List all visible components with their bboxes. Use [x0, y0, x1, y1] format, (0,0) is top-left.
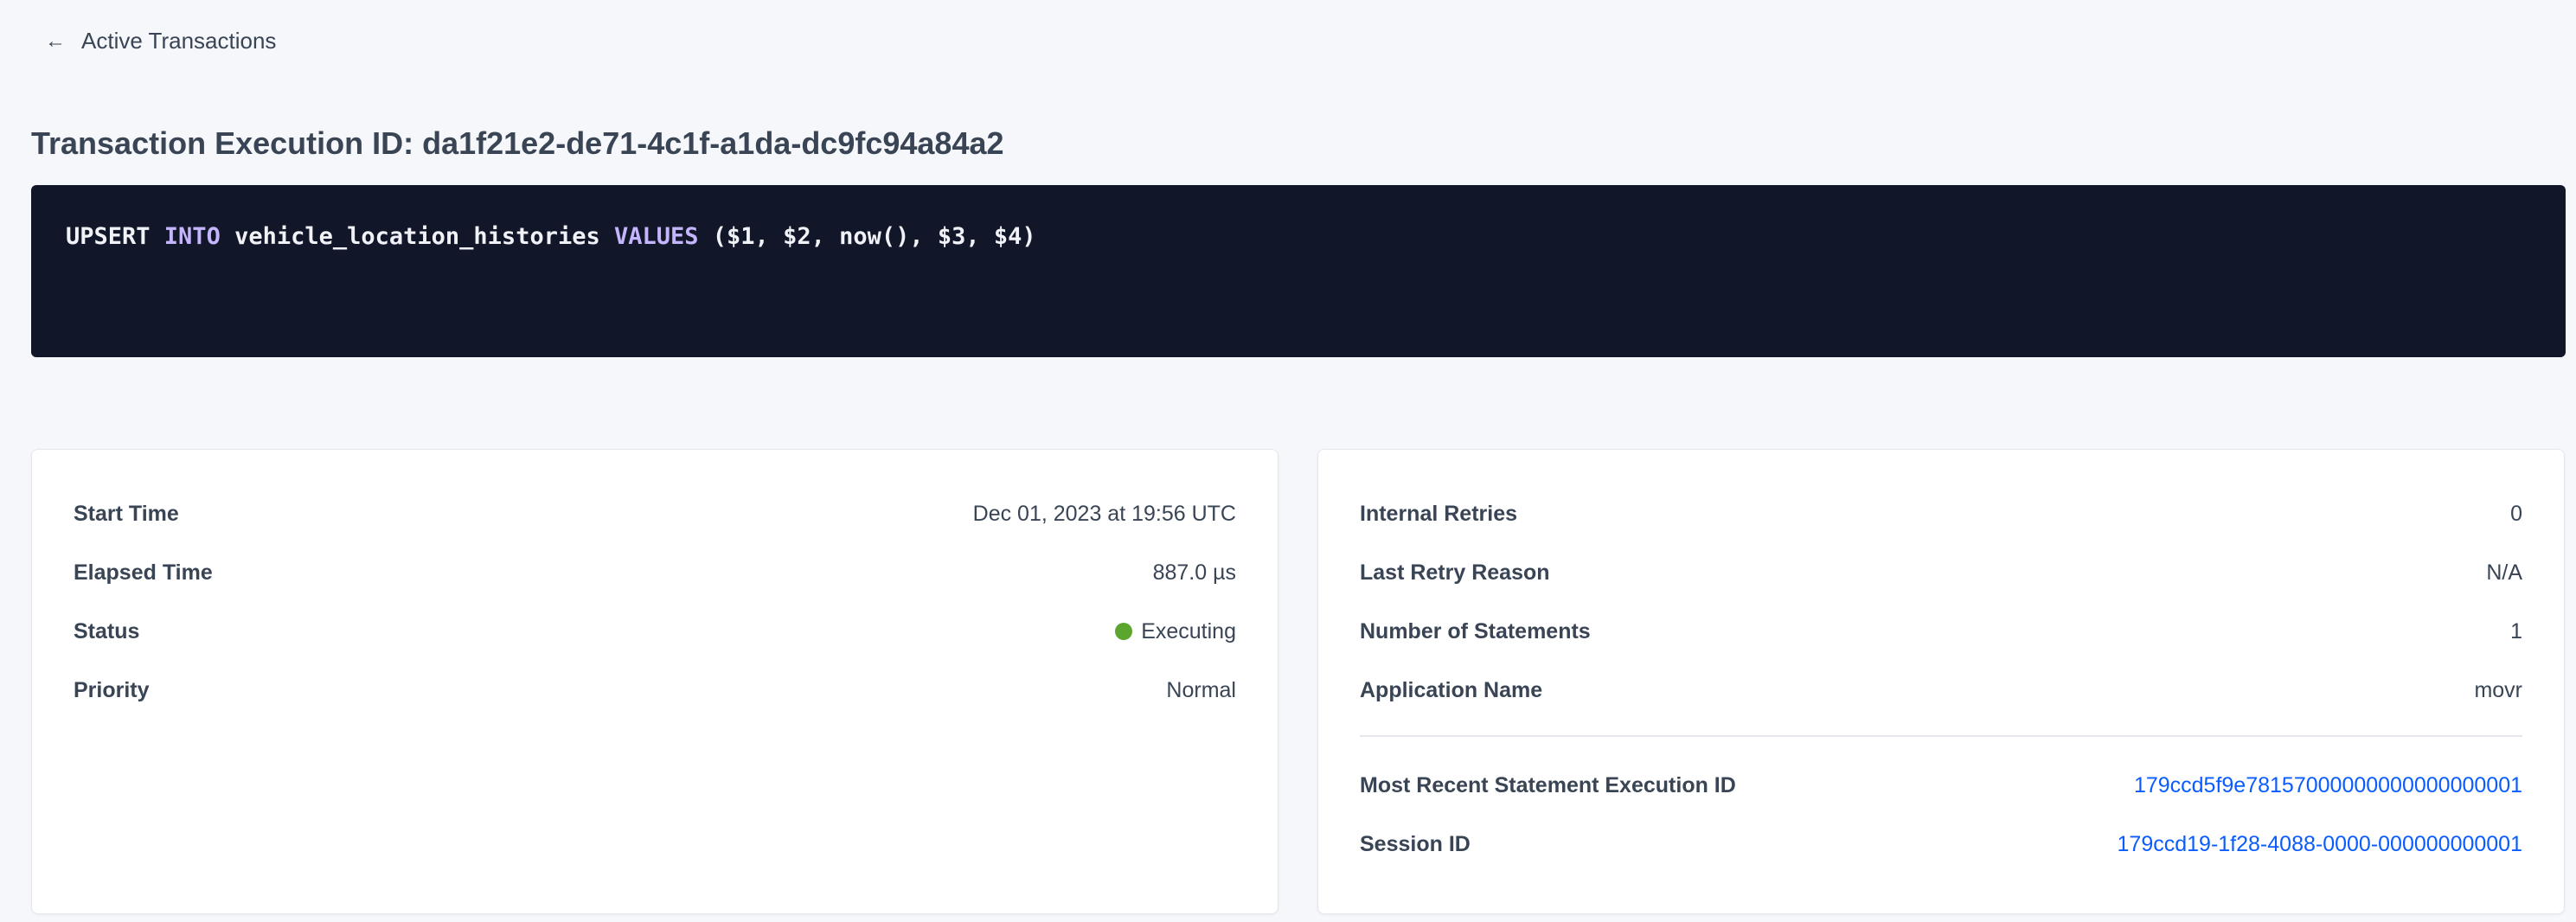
detail-label: Session ID [1360, 831, 1471, 856]
sql-keyword: INTO [163, 223, 221, 250]
detail-row-elapsed-time: Elapsed Time 887.0 µs [74, 543, 1236, 602]
sql-statement-block: UPSERT INTO vehicle_location_histories V… [31, 185, 2566, 357]
detail-value: Normal [1166, 677, 1236, 702]
detail-label: Priority [74, 677, 150, 702]
detail-label: Status [74, 618, 140, 643]
detail-value: Dec 01, 2023 at 19:56 UTC [972, 501, 1236, 526]
detail-row-internal-retries: Internal Retries 0 [1360, 484, 2522, 543]
sql-token: vehicle_location_histories [220, 223, 614, 250]
divider [1360, 735, 2522, 737]
detail-row-last-retry-reason: Last Retry Reason N/A [1360, 543, 2522, 602]
back-link-label: Active Transactions [81, 28, 277, 54]
detail-label: Number of Statements [1360, 618, 1591, 643]
status-dot-icon [1115, 623, 1133, 640]
detail-row-priority: Priority Normal [74, 661, 1236, 720]
detail-row-application-name: Application Name movr [1360, 661, 2522, 720]
sql-token: UPSERT [66, 223, 164, 250]
sql-keyword: VALUES [613, 223, 699, 250]
transaction-details-card: Start Time Dec 01, 2023 at 19:56 UTC Ela… [31, 449, 1278, 914]
detail-row-statement-execution-id: Most Recent Statement Execution ID 179cc… [1360, 756, 2522, 815]
detail-row-number-of-statements: Number of Statements 1 [1360, 602, 2522, 661]
detail-value: 0 [2510, 501, 2522, 526]
detail-label: Application Name [1360, 677, 1543, 702]
detail-label: Internal Retries [1360, 501, 1518, 526]
status-badge: Executing [1115, 619, 1236, 644]
detail-value: N/A [2486, 560, 2522, 585]
arrow-left-icon: ← [45, 29, 66, 53]
transaction-stats-card: Internal Retries 0 Last Retry Reason N/A… [1317, 449, 2565, 914]
detail-label: Start Time [74, 501, 179, 526]
detail-label: Last Retry Reason [1360, 560, 1550, 585]
back-to-active-transactions-link[interactable]: ← Active Transactions [45, 28, 276, 54]
detail-value: 1 [2510, 618, 2522, 643]
statement-execution-id-link[interactable]: 179ccd5f9e78157000000000000000001 [2133, 772, 2522, 797]
session-id-link[interactable]: 179ccd19-1f28-4088-0000-000000000001 [2117, 831, 2522, 856]
status-text: Executing [1141, 618, 1236, 643]
page-title: Transaction Execution ID: da1f21e2-de71-… [31, 125, 1004, 161]
detail-value: 887.0 µs [1152, 560, 1236, 585]
detail-label: Elapsed Time [74, 560, 213, 585]
detail-row-session-id: Session ID 179ccd19-1f28-4088-0000-00000… [1360, 815, 2522, 874]
sql-token: ($1, $2, now(), $3, $4) [698, 223, 1036, 250]
detail-row-start-time: Start Time Dec 01, 2023 at 19:56 UTC [74, 484, 1236, 543]
detail-row-status: Status Executing [74, 602, 1236, 661]
detail-label: Most Recent Statement Execution ID [1360, 772, 1736, 797]
detail-value: movr [2474, 677, 2522, 702]
